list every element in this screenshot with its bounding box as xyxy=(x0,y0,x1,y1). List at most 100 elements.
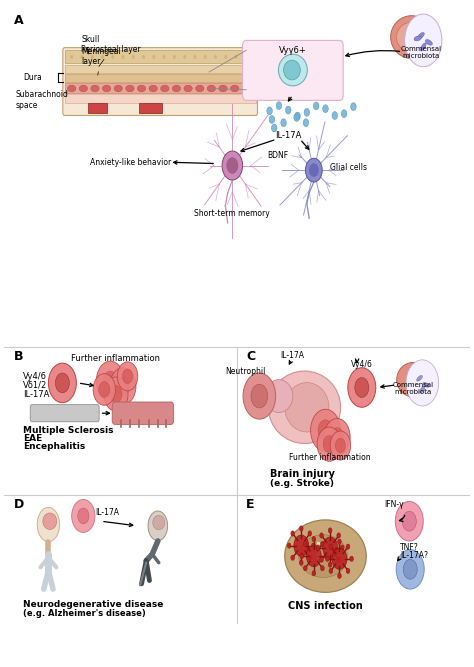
Circle shape xyxy=(312,536,316,542)
Text: C: C xyxy=(246,350,255,363)
Circle shape xyxy=(81,55,83,59)
Circle shape xyxy=(227,157,238,173)
Circle shape xyxy=(337,573,341,578)
Ellipse shape xyxy=(391,16,433,59)
Circle shape xyxy=(295,112,301,120)
Ellipse shape xyxy=(37,508,60,542)
Text: Commensal
microbiota: Commensal microbiota xyxy=(401,46,441,59)
Circle shape xyxy=(214,55,217,59)
FancyBboxPatch shape xyxy=(63,47,257,115)
Bar xyxy=(65,95,255,103)
Circle shape xyxy=(316,545,320,550)
Text: Dura: Dura xyxy=(23,73,42,82)
Ellipse shape xyxy=(425,39,432,45)
Text: Further inflammation: Further inflammation xyxy=(289,453,371,462)
Text: Meningeal
layer: Meningeal layer xyxy=(81,47,121,75)
Circle shape xyxy=(402,512,416,531)
Circle shape xyxy=(163,55,165,59)
Bar xyxy=(65,74,255,82)
Circle shape xyxy=(337,539,341,544)
Circle shape xyxy=(269,115,275,123)
Ellipse shape xyxy=(219,85,227,92)
Ellipse shape xyxy=(114,85,122,92)
Circle shape xyxy=(320,542,324,547)
Circle shape xyxy=(329,544,333,550)
Text: Commensal
microbiota: Commensal microbiota xyxy=(392,382,434,395)
Circle shape xyxy=(346,568,350,574)
Text: IL-17A: IL-17A xyxy=(95,508,119,517)
Circle shape xyxy=(319,557,323,562)
Circle shape xyxy=(300,554,303,559)
Text: Vδ1/2: Vδ1/2 xyxy=(23,380,47,390)
Bar xyxy=(317,542,320,566)
Circle shape xyxy=(341,110,347,117)
Circle shape xyxy=(308,531,312,536)
Text: TNF?: TNF? xyxy=(400,543,419,552)
Circle shape xyxy=(294,535,309,556)
Text: Short-term memory: Short-term memory xyxy=(194,209,270,218)
Text: Vy4/6: Vy4/6 xyxy=(351,360,373,369)
Circle shape xyxy=(111,55,114,59)
Ellipse shape xyxy=(207,85,216,92)
Text: Neurodegenerative disease: Neurodegenerative disease xyxy=(23,600,163,610)
Circle shape xyxy=(319,533,323,538)
Circle shape xyxy=(70,55,73,59)
Circle shape xyxy=(272,124,277,132)
Circle shape xyxy=(245,55,248,59)
Circle shape xyxy=(291,531,294,536)
Ellipse shape xyxy=(268,371,341,444)
Circle shape xyxy=(348,368,376,408)
Circle shape xyxy=(318,420,333,441)
Circle shape xyxy=(305,158,322,182)
Text: Encephalitis: Encephalitis xyxy=(23,442,85,452)
Circle shape xyxy=(337,557,340,562)
Bar xyxy=(65,65,255,73)
Circle shape xyxy=(224,55,227,59)
Ellipse shape xyxy=(299,535,347,578)
Ellipse shape xyxy=(79,85,88,92)
Text: A: A xyxy=(13,14,23,27)
Circle shape xyxy=(406,360,438,406)
Text: Vy4/6: Vy4/6 xyxy=(23,372,47,381)
Circle shape xyxy=(235,55,237,59)
Ellipse shape xyxy=(278,54,307,86)
Ellipse shape xyxy=(102,85,111,92)
Circle shape xyxy=(300,526,303,531)
Text: E: E xyxy=(246,498,255,511)
Ellipse shape xyxy=(91,85,99,92)
Ellipse shape xyxy=(196,85,204,92)
Circle shape xyxy=(303,566,307,571)
Bar xyxy=(65,83,255,93)
Ellipse shape xyxy=(43,513,57,530)
Bar xyxy=(139,103,163,113)
Ellipse shape xyxy=(230,85,239,92)
Circle shape xyxy=(251,384,268,408)
Circle shape xyxy=(267,107,273,115)
Ellipse shape xyxy=(149,85,157,92)
Circle shape xyxy=(110,368,136,405)
Ellipse shape xyxy=(283,60,301,80)
Circle shape xyxy=(91,55,94,59)
Circle shape xyxy=(332,111,337,119)
Ellipse shape xyxy=(184,85,192,92)
Circle shape xyxy=(287,543,291,548)
Circle shape xyxy=(324,554,328,559)
Text: IL-17A: IL-17A xyxy=(280,351,304,360)
Ellipse shape xyxy=(172,85,181,92)
Circle shape xyxy=(395,502,423,541)
Text: Skull: Skull xyxy=(81,35,100,54)
Circle shape xyxy=(304,109,310,116)
Circle shape xyxy=(300,560,303,566)
Circle shape xyxy=(320,566,324,571)
Ellipse shape xyxy=(397,362,429,397)
Circle shape xyxy=(142,55,145,59)
Circle shape xyxy=(332,548,347,570)
Circle shape xyxy=(330,431,351,460)
Text: IL-17A: IL-17A xyxy=(23,390,49,399)
Ellipse shape xyxy=(161,85,169,92)
Circle shape xyxy=(72,500,95,532)
Circle shape xyxy=(323,436,335,453)
Circle shape xyxy=(153,55,155,59)
Text: EAE: EAE xyxy=(23,434,42,444)
Circle shape xyxy=(403,560,417,579)
